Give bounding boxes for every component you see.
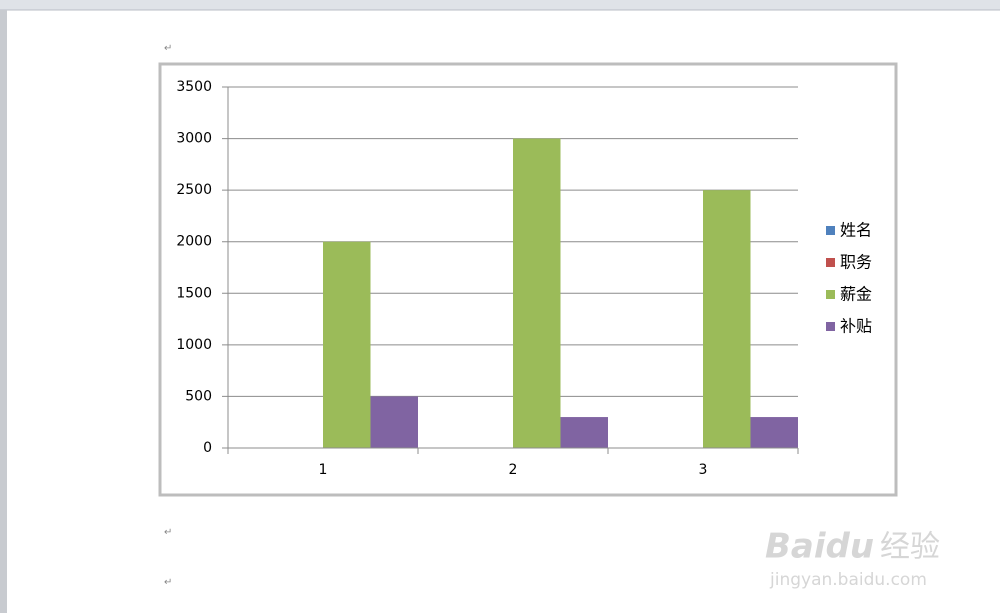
bar — [323, 241, 371, 448]
bar — [703, 190, 751, 448]
legend-swatch — [826, 258, 835, 267]
y-tick-label: 1500 — [176, 285, 212, 301]
ruler-bar — [0, 0, 1000, 10]
x-tick-label: 2 — [509, 462, 518, 478]
bar — [750, 417, 798, 448]
paragraph-mark: ↵ — [164, 527, 172, 538]
paragraph-mark: ↵ — [164, 577, 172, 588]
legend-label: 姓名 — [840, 221, 872, 240]
legend-label: 职务 — [840, 253, 872, 272]
x-tick-label: 3 — [699, 462, 708, 478]
legend-swatch — [826, 226, 835, 235]
legend-label: 补贴 — [840, 317, 872, 336]
legend-swatch — [826, 322, 835, 331]
y-tick-label: 2000 — [176, 234, 212, 250]
legend-swatch — [826, 290, 835, 299]
watermark-label: 经验 — [880, 530, 940, 565]
y-tick-label: 500 — [185, 388, 212, 404]
paragraph-mark: ↵ — [164, 43, 172, 54]
x-tick-label: 1 — [319, 462, 328, 478]
y-tick-label: 0 — [203, 440, 212, 456]
y-tick-label: 2500 — [176, 182, 212, 198]
y-tick-label: 3500 — [176, 79, 212, 95]
y-tick-label: 1000 — [176, 337, 212, 353]
bar — [560, 417, 608, 448]
bar — [513, 138, 561, 449]
watermark-logo: Baidu — [765, 527, 874, 567]
y-tick-label: 3000 — [176, 131, 212, 147]
bar — [370, 396, 418, 448]
legend-label: 薪金 — [840, 285, 872, 304]
left-margin — [0, 10, 7, 613]
watermark-url: jingyan.baidu.com — [769, 570, 927, 590]
